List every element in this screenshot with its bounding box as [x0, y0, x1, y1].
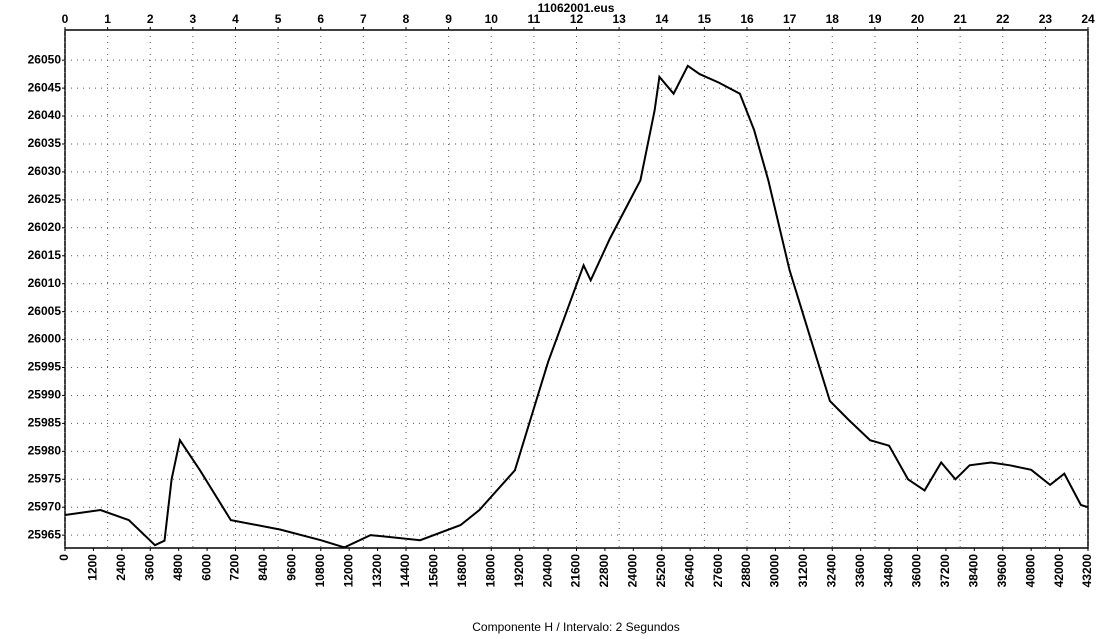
x2-tick-label: 17 — [783, 12, 797, 26]
chart-title: 11062001.eus — [538, 1, 615, 15]
y-tick-label: 26000 — [28, 332, 62, 346]
x2-tick-label: 10 — [485, 12, 499, 26]
x2-tick-label: 22 — [996, 12, 1010, 26]
x2-tick-label: 16 — [740, 12, 754, 26]
x-tick-label: 34800 — [881, 554, 895, 588]
x2-tick-label: 4 — [232, 12, 239, 26]
x2-tick-label: 0 — [62, 12, 69, 26]
x-tick-label: 12000 — [341, 554, 355, 588]
x-tick-label: 33600 — [853, 554, 867, 588]
x-tick-label: 8400 — [256, 554, 270, 581]
x2-tick-label: 18 — [826, 12, 840, 26]
y-tick-label: 26035 — [28, 136, 62, 150]
y-tick-label: 26040 — [28, 108, 62, 122]
y-tick-label: 26045 — [28, 80, 62, 94]
x-tick-label: 31200 — [796, 554, 810, 588]
x2-tick-label: 6 — [317, 12, 324, 26]
x-tick-label: 19200 — [512, 554, 526, 588]
x2-tick-label: 8 — [403, 12, 410, 26]
y-tick-label: 26030 — [28, 164, 62, 178]
y-tick-label: 25970 — [28, 499, 62, 513]
x-tick-label: 27600 — [711, 554, 725, 588]
x-tick-label: 26400 — [682, 554, 696, 588]
x-tick-label: 25200 — [654, 554, 668, 588]
x-tick-label: 2400 — [114, 554, 128, 581]
y-tick-label: 26020 — [28, 220, 62, 234]
x-tick-label: 20400 — [540, 554, 554, 588]
x-tick-label: 38400 — [967, 554, 981, 588]
y-tick-label: 26025 — [28, 192, 62, 206]
x-tick-label: 13200 — [370, 554, 384, 588]
x-tick-label: 9600 — [285, 554, 299, 581]
x2-tick-label: 12 — [570, 12, 584, 26]
x2-tick-label: 11 — [528, 12, 541, 26]
x-tick-label: 14400 — [398, 554, 412, 588]
x2-tick-label: 23 — [1039, 12, 1053, 26]
x-tick-label: 42000 — [1052, 554, 1066, 588]
x2-tick-label: 21 — [953, 12, 967, 26]
x2-tick-label: 5 — [275, 12, 282, 26]
y-tick-label: 25990 — [28, 388, 62, 402]
x2-tick-label: 19 — [868, 12, 882, 26]
data-line — [64, 64, 1089, 549]
x-tick-label: 32400 — [824, 554, 838, 588]
y-tick-label: 26005 — [28, 304, 62, 318]
x-tick-label: 15600 — [427, 554, 441, 588]
y-tick-label: 26015 — [28, 248, 62, 262]
x2-tick-label: 20 — [911, 12, 925, 26]
x-tick-label: 24000 — [626, 554, 640, 588]
x-tick-label: 43200 — [1080, 554, 1094, 588]
x-tick-label: 4800 — [171, 554, 185, 581]
x-tick-label: 18000 — [483, 554, 497, 588]
x-tick-label: 1200 — [86, 554, 100, 581]
x2-tick-label: 3 — [190, 12, 197, 26]
y-tick-label: 25995 — [28, 360, 62, 374]
x2-tick-label: 1 — [104, 12, 111, 26]
x-tick-label: 10800 — [313, 554, 327, 588]
x2-tick-label: 15 — [698, 12, 712, 26]
x-tick-label: 6000 — [199, 554, 213, 581]
y-tick-label: 25985 — [28, 416, 62, 430]
x-tick-label: 7200 — [228, 554, 242, 581]
x2-tick-label: 13 — [612, 12, 626, 26]
x-tick-label: 30000 — [768, 554, 782, 588]
x2-tick-label: 7 — [360, 12, 367, 26]
x2-tick-label: 24 — [1081, 12, 1095, 26]
y-tick-label: 26010 — [28, 276, 62, 290]
x-tick-label: 16800 — [455, 554, 469, 588]
x-tick-label: 36000 — [910, 554, 924, 588]
x-tick-label: 21600 — [569, 554, 583, 588]
y-tick-label: 25980 — [28, 444, 62, 458]
x-tick-label: 28800 — [739, 554, 753, 588]
x-tick-label: 40800 — [1023, 554, 1037, 588]
y-tick-label: 25965 — [28, 527, 62, 541]
x-axis-label: Componente H / Intervalo: 2 Segundos — [472, 620, 679, 634]
x-tick-label: 22800 — [597, 554, 611, 588]
x2-tick-label: 14 — [655, 12, 669, 26]
x-tick-label: 37200 — [938, 554, 952, 588]
x-tick-label: 3600 — [142, 554, 156, 581]
y-tick-label: 26050 — [28, 52, 62, 66]
x2-tick-label: 9 — [445, 12, 452, 26]
x2-tick-label: 2 — [147, 12, 154, 26]
y-tick-label: 25975 — [28, 471, 62, 485]
x-tick-label: 0 — [57, 554, 71, 561]
x-tick-label: 39600 — [995, 554, 1009, 588]
